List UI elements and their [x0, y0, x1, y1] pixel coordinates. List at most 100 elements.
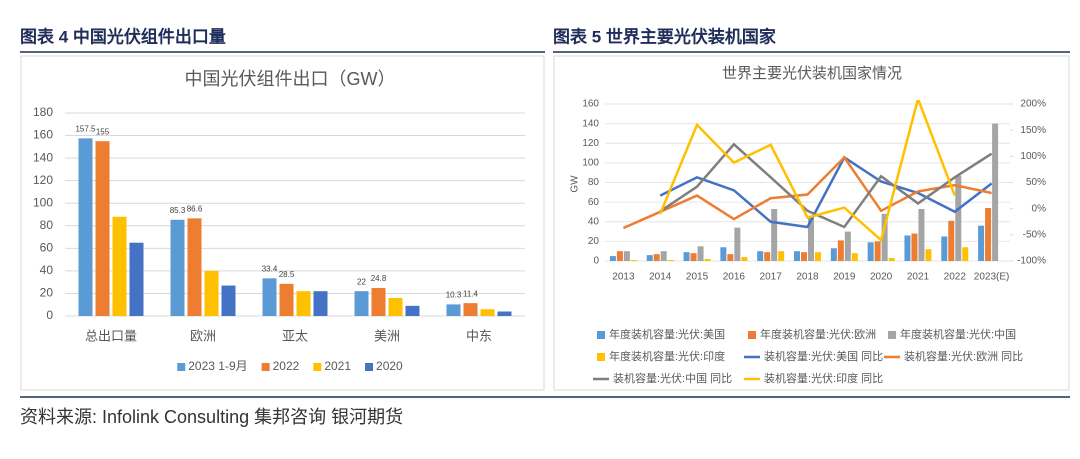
y2-tick-label: -100%: [1017, 256, 1046, 267]
line-series: [659, 100, 956, 243]
data-label: 10.3: [446, 290, 462, 299]
data-label: 33.4: [262, 264, 278, 273]
chart-title: 中国光伏组件出口（GW）: [185, 69, 396, 89]
x-tick-label: 2020: [870, 272, 893, 283]
x-tick-label: 2021: [907, 272, 930, 283]
bar: [630, 260, 637, 261]
bar: [112, 216, 127, 316]
bar: [667, 260, 674, 261]
bar: [727, 254, 734, 261]
bar: [978, 225, 985, 261]
x-tick-label: 中东: [466, 328, 492, 343]
bar: [888, 258, 895, 261]
bar: [388, 297, 403, 316]
data-label: 24.8: [371, 274, 387, 283]
bar: [660, 251, 667, 261]
legend-label: 年度装机容量:光伏:中国: [900, 327, 1016, 341]
bar: [683, 252, 690, 261]
bar: [497, 311, 512, 316]
legend-label: 2023 1-9月: [188, 359, 247, 373]
bar: [941, 236, 948, 261]
panel-border: [20, 55, 545, 391]
bar: [221, 285, 236, 316]
bar: [129, 242, 144, 316]
y-axis-label: GW: [570, 175, 581, 193]
x-tick-label: 2014: [649, 272, 672, 283]
bar: [623, 251, 630, 261]
bar: [697, 246, 704, 261]
bar: [757, 251, 764, 261]
legend-label: 装机容量:光伏:中国 同比: [613, 371, 732, 385]
data-label: 28.5: [279, 270, 295, 279]
bar: [720, 247, 727, 261]
x-tick-label: 欧洲: [190, 328, 216, 343]
bar: [764, 252, 771, 261]
x-tick-label: 2017: [760, 272, 783, 283]
bar: [354, 291, 369, 316]
y-tick-label: 80: [588, 177, 600, 188]
bar: [480, 309, 495, 316]
bar: [78, 138, 93, 316]
legend-label: 装机容量:光伏:欧洲 同比: [904, 349, 1023, 363]
legend-label: 年度装机容量:光伏:印度: [609, 349, 725, 363]
bar: [279, 283, 294, 316]
bar: [187, 218, 202, 316]
line-layer: [622, 100, 993, 243]
y-tick-label: 0: [593, 256, 599, 267]
data-label: 11.4: [463, 289, 479, 298]
figure-heading: 图表 4 中国光伏组件出口量: [20, 26, 226, 46]
bar: [881, 213, 888, 261]
bar: [616, 251, 623, 261]
legend-label: 2020: [376, 359, 403, 373]
bar: [801, 252, 807, 261]
y-tick-label: 80: [40, 218, 54, 232]
y-tick-label: 20: [40, 286, 54, 300]
panel-border: [553, 55, 1070, 391]
bar: [170, 219, 185, 316]
x-tick-label: 总出口量: [85, 328, 137, 343]
x-tick-label: 2013: [612, 272, 635, 283]
y-tick-label: 100: [33, 195, 53, 209]
bar: [837, 240, 844, 261]
data-label: 157.5: [75, 124, 96, 133]
line-series: [622, 155, 992, 230]
bar: [904, 235, 911, 261]
y-tick-label: 60: [40, 241, 54, 255]
y-tick-label: 20: [588, 236, 600, 247]
x-tick-label: 美洲: [374, 328, 400, 343]
bar: [463, 303, 478, 316]
legend-label: 装机容量:光伏:印度 同比: [764, 371, 883, 385]
bar: [778, 251, 785, 261]
legend-label: 2021: [324, 359, 351, 373]
bar: [371, 288, 386, 316]
bar: [867, 242, 874, 261]
x-tick-label: 亚太: [282, 328, 308, 343]
bar: [808, 217, 814, 261]
y-tick-label: 0: [46, 308, 53, 322]
legend-swatch: [313, 363, 322, 371]
bar: [704, 259, 711, 261]
bar: [771, 208, 778, 261]
x-tick-label: 2023(E): [974, 272, 1010, 283]
bar: [925, 249, 932, 261]
y-tick-label: 160: [582, 99, 599, 110]
line-series: [659, 142, 993, 229]
bar: [844, 231, 851, 261]
y-tick-label: 60: [588, 197, 600, 208]
y-tick-label: 180: [33, 105, 53, 119]
x-tick-label: 2015: [686, 272, 709, 283]
bar: [741, 257, 748, 261]
bar: [653, 254, 660, 261]
bar: [95, 141, 110, 316]
bar: [955, 175, 962, 261]
bar: [646, 255, 653, 261]
chart-title: 世界主要光伏装机国家情况: [722, 65, 902, 82]
bar: [609, 256, 616, 261]
legend-label: 装机容量:光伏:美国 同比: [764, 349, 883, 363]
source-note: 资料来源: Infolink Consulting 集邦咨询 银河期货: [20, 407, 403, 427]
legend-label: 年度装机容量:光伏:美国: [609, 327, 725, 341]
bar: [992, 123, 999, 261]
bar: [734, 227, 741, 261]
legend-swatch: [597, 331, 605, 339]
bar: [690, 253, 697, 261]
